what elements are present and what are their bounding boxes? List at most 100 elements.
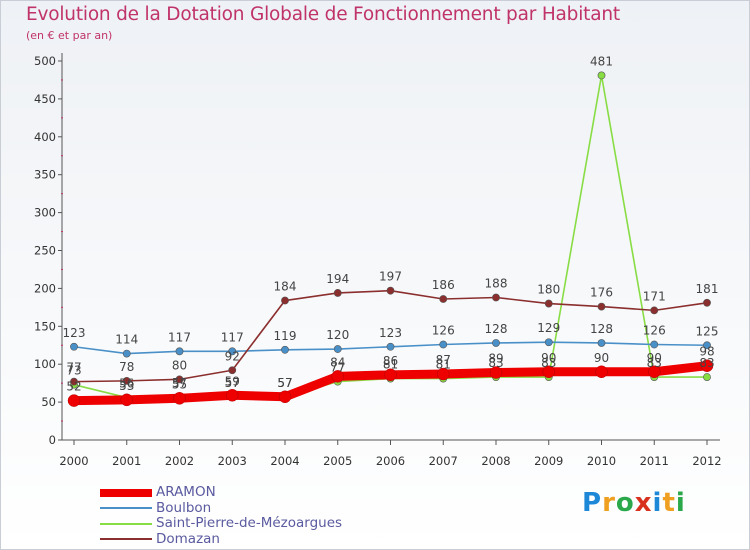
- x-tick-label: 2009: [534, 454, 563, 468]
- data-label: 86: [383, 354, 398, 368]
- y-tick-label: 450: [34, 92, 56, 106]
- data-point: [492, 339, 500, 347]
- logo-letter: P: [582, 488, 603, 518]
- legend-item-saint-pierre[interactable]: Saint-Pierre-de-Mézoargues: [100, 516, 342, 532]
- data-point: [386, 286, 395, 295]
- data-label: 89: [488, 352, 503, 366]
- proxiti-logo: Proxiti: [582, 488, 686, 518]
- legend-swatch-saint-pierre: [100, 522, 152, 525]
- data-label: 90: [647, 351, 662, 365]
- y-tick-label: 100: [34, 357, 56, 371]
- data-point: [384, 368, 397, 382]
- data-label: 126: [432, 323, 455, 337]
- data-label: 80: [172, 358, 187, 372]
- data-label: 90: [594, 351, 609, 365]
- logo-letter: r: [602, 488, 616, 518]
- data-point: [331, 370, 344, 383]
- legend-item-domazan[interactable]: Domazan: [100, 531, 342, 548]
- data-point: [597, 71, 606, 80]
- x-tick-label: 2012: [692, 454, 721, 468]
- x-tick-label: 2008: [481, 454, 510, 468]
- data-label: 181: [696, 282, 719, 296]
- data-point: [67, 394, 81, 407]
- data-label: 81: [436, 358, 451, 372]
- data-point: [544, 299, 553, 308]
- logo-letter: i: [652, 488, 663, 518]
- data-point: [122, 376, 131, 385]
- data-point: [70, 342, 78, 351]
- data-label: 98: [699, 345, 714, 359]
- data-label: 125: [696, 324, 719, 338]
- logo-letter: o: [615, 488, 635, 518]
- data-label: 117: [168, 330, 191, 344]
- x-tick-label: 2007: [429, 454, 458, 468]
- data-point: [544, 338, 553, 347]
- data-point: [175, 375, 184, 384]
- data-point: [226, 389, 239, 402]
- data-label: 77: [330, 361, 345, 375]
- chart-title: Evolution de la Dotation Globale de Fonc…: [26, 4, 620, 25]
- x-tick-label: 2010: [587, 454, 616, 468]
- data-label: 55: [172, 377, 187, 391]
- data-label: 84: [330, 355, 345, 369]
- y-tick-label: 200: [34, 281, 56, 295]
- legend-label-aramon: ARAMON: [156, 484, 216, 501]
- data-label: 129: [537, 321, 560, 335]
- y-tick-label: 350: [34, 168, 56, 182]
- x-tick-label: 2001: [112, 454, 141, 468]
- data-label: 57: [277, 376, 292, 390]
- data-point: [175, 347, 184, 356]
- data-label: 83: [541, 356, 556, 370]
- x-tick-label: 2004: [270, 454, 299, 468]
- data-label: 81: [383, 358, 398, 372]
- data-point: [120, 393, 133, 407]
- data-point: [703, 373, 711, 381]
- data-point: [70, 377, 78, 386]
- legend-swatch-aramon: [100, 488, 152, 497]
- data-label: 90: [541, 351, 556, 365]
- data-point: [650, 306, 659, 315]
- data-point: [228, 347, 237, 356]
- data-label: 57: [225, 376, 240, 390]
- x-tick-label: 2006: [376, 454, 405, 468]
- data-point: [703, 341, 711, 350]
- data-point: [281, 296, 289, 305]
- data-point: [597, 339, 606, 347]
- data-label: 119: [274, 329, 297, 343]
- legend-item-boulbon[interactable]: Boulbon: [100, 499, 342, 517]
- data-point: [228, 366, 237, 375]
- data-label: 83: [699, 356, 714, 370]
- logo-letter: t: [662, 488, 676, 518]
- data-point: [489, 366, 503, 379]
- data-point: [703, 298, 711, 307]
- data-label: 57: [277, 376, 292, 390]
- data-label: 186: [432, 278, 455, 292]
- data-point: [492, 293, 500, 302]
- data-label: 83: [647, 356, 662, 370]
- data-point: [386, 342, 395, 351]
- data-label: 123: [63, 326, 86, 340]
- x-tick-label: 2005: [323, 454, 352, 468]
- data-label: 188: [485, 276, 508, 290]
- data-point: [122, 349, 131, 358]
- data-point: [650, 340, 659, 349]
- data-label: 78: [119, 360, 134, 374]
- legend-label-boulbon: Boulbon: [156, 499, 212, 516]
- x-tick-label: 2002: [165, 454, 194, 468]
- data-label: 73: [66, 364, 81, 378]
- data-point: [648, 365, 661, 379]
- legend-label-saint-pierre: Saint-Pierre-de-Mézoargues: [156, 515, 343, 532]
- data-point: [278, 390, 292, 404]
- data-label: 120: [326, 328, 349, 342]
- data-label: 77: [66, 361, 81, 375]
- legend-item-aramon[interactable]: ARAMON: [100, 485, 342, 501]
- legend-swatch-boulbon: [100, 507, 152, 510]
- x-tick-label: 2011: [640, 454, 669, 468]
- chart-subtitle: (en € et par an): [26, 29, 113, 42]
- data-label: 171: [643, 289, 666, 303]
- x-tick-label: 2000: [59, 454, 88, 468]
- data-point: [281, 345, 289, 354]
- data-label: 52: [66, 380, 81, 394]
- y-tick-label: 250: [34, 244, 56, 258]
